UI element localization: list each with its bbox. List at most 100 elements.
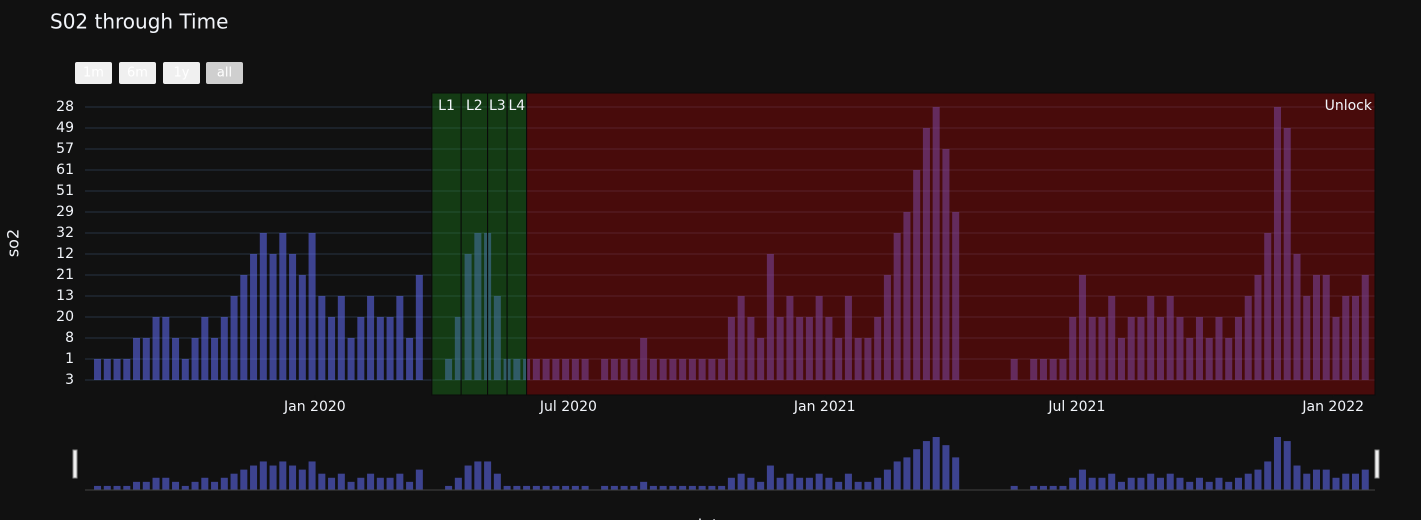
bar xyxy=(922,128,930,380)
bar xyxy=(1186,338,1194,380)
slider-bar xyxy=(708,485,716,490)
y-tick-label: 13 xyxy=(56,288,74,304)
slider-bar xyxy=(1215,477,1223,490)
slider-bar xyxy=(289,465,297,490)
slider-bar xyxy=(133,481,141,490)
slider-bar xyxy=(688,485,696,490)
slider-bar xyxy=(1342,473,1350,490)
bar xyxy=(308,233,316,380)
bar xyxy=(649,359,657,380)
range-button[interactable] xyxy=(119,62,156,84)
slider-bar xyxy=(1195,477,1203,490)
bar xyxy=(445,359,453,380)
slider-handle[interactable] xyxy=(1374,449,1380,479)
y-tick-label: 21 xyxy=(56,267,74,283)
slider-bar xyxy=(220,477,228,490)
slider-bar xyxy=(571,485,579,490)
slider-bar xyxy=(1069,477,1077,490)
slider-bar xyxy=(737,473,745,490)
bar xyxy=(718,359,726,380)
bar xyxy=(610,359,618,380)
bar xyxy=(854,338,862,380)
slider-bar xyxy=(932,437,940,490)
slider-bar xyxy=(883,469,891,490)
bar xyxy=(230,296,238,380)
bar xyxy=(727,317,735,380)
slider-bar xyxy=(240,469,248,490)
bar xyxy=(835,338,843,380)
region-label: L1 xyxy=(438,98,455,114)
x-tick-label: Jul 2020 xyxy=(539,399,597,415)
range-button-label: 6m xyxy=(127,66,148,81)
range-button[interactable] xyxy=(75,62,112,84)
region xyxy=(431,92,462,396)
slider-bar xyxy=(259,461,267,490)
bar xyxy=(1244,296,1252,380)
bar xyxy=(376,317,384,380)
slider-bar xyxy=(835,481,843,490)
slider-bar xyxy=(1039,485,1047,490)
slider-bar xyxy=(942,445,950,490)
slider-bar xyxy=(864,481,872,490)
bar xyxy=(289,254,297,380)
slider-bar xyxy=(1186,481,1194,490)
bar xyxy=(757,338,765,380)
bar xyxy=(357,317,365,380)
slider-bar xyxy=(532,485,540,490)
slider-bar xyxy=(679,485,687,490)
slider-bar xyxy=(1098,477,1106,490)
bar xyxy=(162,317,170,380)
slider-bar xyxy=(952,457,960,490)
bar xyxy=(688,359,696,380)
slider-bar xyxy=(776,477,784,490)
bar xyxy=(942,149,950,380)
bar xyxy=(1293,254,1301,380)
bar xyxy=(367,296,375,380)
slider-bar xyxy=(610,485,618,490)
bar xyxy=(1156,317,1164,380)
range-button[interactable] xyxy=(206,62,243,84)
bar xyxy=(815,296,823,380)
slider-bar xyxy=(1312,469,1321,490)
slider-bar xyxy=(718,485,726,490)
bar xyxy=(766,254,774,380)
slider-bar xyxy=(191,481,199,490)
slider-bar xyxy=(698,485,706,490)
slider-bar xyxy=(1166,473,1174,490)
slider-bar xyxy=(630,485,638,490)
slider-bar xyxy=(1117,481,1125,490)
bar xyxy=(347,338,355,380)
slider-bar xyxy=(201,477,209,490)
slider-bar xyxy=(415,469,423,490)
bar xyxy=(152,317,160,380)
slider-bar xyxy=(298,469,306,490)
slider-bar xyxy=(766,465,774,490)
bar xyxy=(1176,317,1184,380)
bar xyxy=(1049,359,1057,380)
bar xyxy=(1166,296,1174,380)
bar xyxy=(1069,317,1077,380)
slider-bar xyxy=(649,485,657,490)
slider-bar xyxy=(1225,481,1233,490)
bar xyxy=(1147,296,1155,380)
bar xyxy=(669,359,677,380)
range-button[interactable] xyxy=(163,62,200,84)
bar xyxy=(386,317,394,380)
slider-bar xyxy=(874,477,882,490)
y-tick-label: 12 xyxy=(56,246,74,262)
bar xyxy=(1195,317,1203,380)
slider-bar xyxy=(347,481,355,490)
bar xyxy=(708,359,716,380)
bar xyxy=(1283,128,1291,380)
slider-bar xyxy=(308,461,316,490)
region xyxy=(460,92,489,396)
slider-bar xyxy=(142,481,150,490)
slider-bar xyxy=(396,473,404,490)
slider-bar xyxy=(1147,473,1155,490)
slider-bar xyxy=(747,477,755,490)
y-tick-label: 32 xyxy=(56,225,74,241)
slider-bar xyxy=(94,485,102,490)
slider-handle[interactable] xyxy=(72,449,78,479)
